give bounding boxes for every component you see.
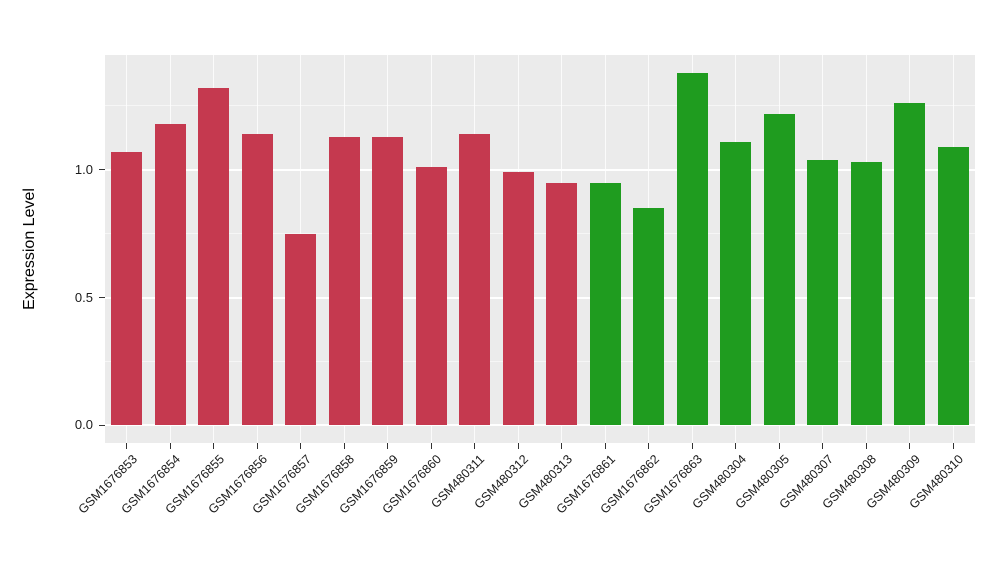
x-tick-mark <box>126 443 128 449</box>
x-tick-mark <box>648 443 650 449</box>
bar <box>198 87 230 426</box>
x-tick-mark <box>865 443 867 449</box>
x-tick-mark <box>952 443 954 449</box>
x-tick-mark <box>256 443 258 449</box>
major-gridline <box>105 424 975 427</box>
x-tick-mark <box>213 443 215 449</box>
x-tick-mark <box>909 443 911 449</box>
y-axis-title: Expression Level <box>21 188 38 310</box>
x-tick-mark <box>343 443 345 449</box>
minor-gridline <box>105 233 975 235</box>
x-tick-mark <box>778 443 780 449</box>
x-tick-mark <box>517 443 519 449</box>
minor-gridline <box>105 105 975 107</box>
x-tick-mark <box>300 443 302 449</box>
bar <box>763 113 795 426</box>
x-tick-mark <box>735 443 737 449</box>
bar <box>937 146 969 426</box>
minor-gridline <box>105 360 975 362</box>
bar <box>546 182 578 426</box>
x-tick-mark <box>691 443 693 449</box>
x-tick-mark <box>474 443 476 449</box>
plot-panel <box>105 55 975 443</box>
major-gridline <box>105 296 975 299</box>
x-tick-mark <box>822 443 824 449</box>
y-tick-mark <box>99 297 105 299</box>
bar <box>850 162 882 426</box>
x-tick-mark <box>604 443 606 449</box>
bar <box>241 133 273 426</box>
major-gridline <box>105 168 975 171</box>
bar <box>720 141 752 426</box>
bar <box>154 123 186 426</box>
bar <box>502 172 534 426</box>
bar <box>807 159 839 426</box>
x-tick-mark <box>387 443 389 449</box>
y-tick-label: 0.0 <box>74 417 93 433</box>
bar <box>328 136 360 426</box>
bar <box>633 208 665 426</box>
x-tick-mark <box>430 443 432 449</box>
x-tick-mark <box>561 443 563 449</box>
bar <box>372 136 404 426</box>
bar <box>459 133 491 426</box>
bar <box>676 72 708 426</box>
x-tick-mark <box>169 443 171 449</box>
y-tick-label: 0.5 <box>74 289 93 305</box>
bar <box>285 233 317 426</box>
bar <box>111 151 143 426</box>
bar <box>894 103 926 426</box>
bar <box>415 167 447 426</box>
y-tick-label: 1.0 <box>74 161 93 177</box>
y-tick-mark <box>99 169 105 171</box>
y-tick-mark <box>99 424 105 426</box>
bar <box>589 182 621 426</box>
